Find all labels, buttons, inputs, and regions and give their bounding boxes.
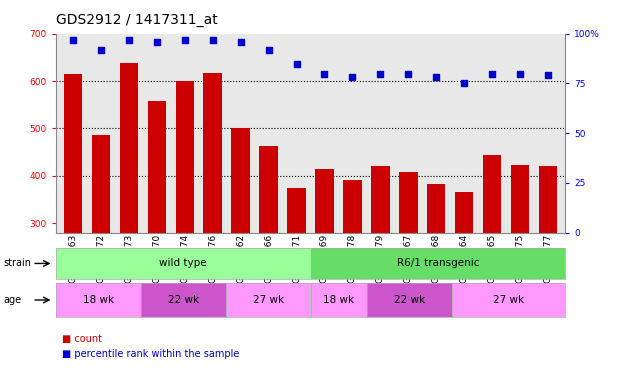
Text: strain: strain (3, 258, 31, 268)
Bar (288, 188, 306, 232)
Bar (91, 135, 110, 232)
Text: 22 wk: 22 wk (168, 295, 199, 305)
Text: R6/1 transgenic: R6/1 transgenic (397, 258, 479, 268)
Text: 18 wk: 18 wk (323, 295, 355, 305)
Point (460, 81, 469, 87)
Bar (399, 172, 417, 232)
Point (207, 37, 217, 43)
Point (152, 39, 161, 45)
Point (291, 60, 301, 67)
Point (179, 37, 189, 43)
Bar (63, 74, 82, 232)
Point (404, 70, 414, 76)
Bar (148, 101, 166, 232)
Bar (204, 73, 222, 232)
Point (124, 37, 134, 43)
Point (263, 46, 273, 53)
Bar (427, 184, 445, 232)
Bar (232, 128, 250, 232)
Point (487, 70, 497, 76)
Point (543, 72, 553, 78)
Point (376, 70, 386, 76)
Bar (315, 169, 333, 232)
Bar (176, 81, 194, 232)
Text: 27 wk: 27 wk (493, 295, 524, 305)
Point (68, 37, 78, 43)
Text: GDS2912 / 1417311_at: GDS2912 / 1417311_at (56, 13, 217, 27)
Bar (260, 146, 278, 232)
Text: age: age (3, 295, 21, 305)
Point (96, 46, 106, 53)
Point (348, 75, 358, 81)
Bar (119, 63, 138, 232)
Text: 27 wk: 27 wk (253, 295, 284, 305)
Bar (343, 180, 361, 232)
Text: wild type: wild type (160, 258, 207, 268)
Bar (539, 166, 558, 232)
Bar (455, 192, 473, 232)
Point (515, 70, 525, 76)
Bar (511, 165, 530, 232)
Text: 18 wk: 18 wk (83, 295, 114, 305)
Text: ■ percentile rank within the sample: ■ percentile rank within the sample (62, 350, 240, 359)
Text: ■ count: ■ count (62, 334, 102, 344)
Point (320, 70, 330, 76)
Bar (483, 155, 502, 232)
Point (235, 39, 245, 45)
Point (432, 75, 442, 81)
Bar (371, 166, 389, 232)
Text: 22 wk: 22 wk (394, 295, 425, 305)
